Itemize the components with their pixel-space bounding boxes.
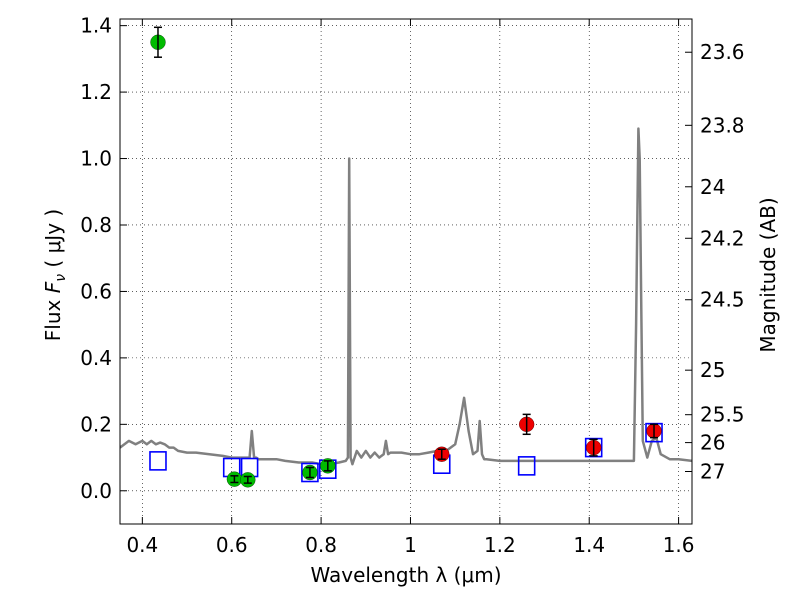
y-axis-label-group: Flux Fν ( μJy ) bbox=[41, 209, 69, 341]
y-tick-label: 0.6 bbox=[80, 279, 112, 303]
plot-frame bbox=[119, 18, 693, 525]
y2-tick-label: 24 bbox=[700, 175, 725, 199]
y2-tick-label: 27 bbox=[700, 460, 725, 484]
y-tick-label: 0.0 bbox=[80, 479, 112, 503]
model-square-point bbox=[517, 456, 536, 476]
y2-tick-label: 23.6 bbox=[700, 40, 745, 64]
model-square-point bbox=[149, 451, 167, 471]
x-tick-label: 1.6 bbox=[663, 533, 695, 557]
y-tick-label: 0.8 bbox=[80, 213, 112, 237]
y2-tick-label: 24.5 bbox=[700, 288, 745, 312]
series-layer bbox=[120, 26, 692, 488]
x-axis-label: Wavelength λ (μm) bbox=[310, 563, 501, 587]
y-tick-label: 0.2 bbox=[80, 412, 112, 436]
y2-tick-label: 25.5 bbox=[700, 403, 745, 427]
x-tick-label: 1 bbox=[404, 533, 417, 557]
x-tick-label: 0.4 bbox=[126, 533, 158, 557]
model-spectrum-line bbox=[120, 127, 692, 466]
ticks: 0.4 0.6 0.8 1 1.2 1.4 1.6 0.0 0.2 0.4 0.6 0.8 1.0 1.2… bbox=[80, 14, 744, 557]
y2-axis-label-group: Magnitude (AB) bbox=[756, 197, 780, 352]
grid bbox=[120, 19, 692, 524]
y-tick-label: 1.4 bbox=[80, 14, 112, 38]
x-tick-label: 0.8 bbox=[305, 533, 337, 557]
y2-tick-label: 26 bbox=[700, 431, 725, 455]
y2-tick-label: 24.2 bbox=[700, 226, 745, 250]
y2-tick-label: 23.8 bbox=[700, 113, 745, 137]
y2-axis-label: Magnitude (AB) bbox=[756, 197, 780, 352]
x-tick-label: 0.6 bbox=[216, 533, 248, 557]
x-tick-label: 1.4 bbox=[573, 533, 605, 557]
y-tick-label: 1.0 bbox=[80, 147, 112, 171]
x-tick-label: 1.2 bbox=[484, 533, 516, 557]
y2-tick-label: 25 bbox=[700, 358, 725, 382]
model-square-point bbox=[301, 462, 319, 483]
y-tick-label: 1.2 bbox=[80, 80, 112, 104]
y-tick-label: 0.4 bbox=[80, 346, 112, 370]
y-axis-label: Flux Fν ( μJy ) bbox=[41, 209, 69, 341]
